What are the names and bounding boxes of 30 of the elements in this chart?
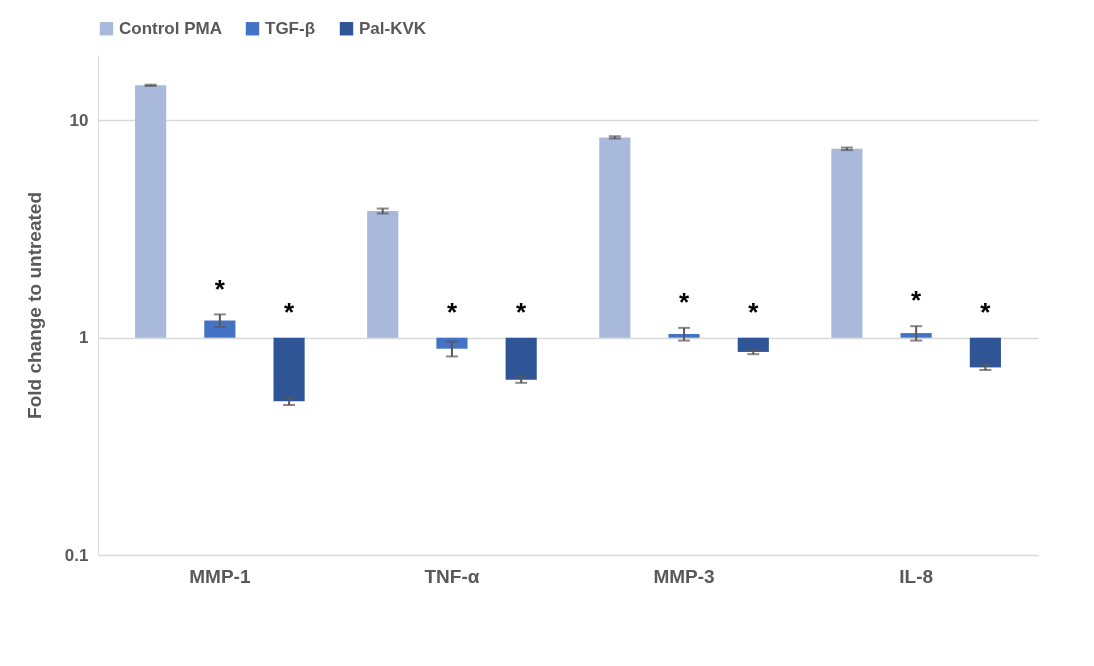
x-tick-label: IL-8 xyxy=(899,565,934,587)
y-tick-label: 1 xyxy=(79,328,89,348)
bar xyxy=(900,333,932,338)
y-tick-label: 0.1 xyxy=(64,545,89,565)
data-label: * xyxy=(516,296,528,327)
data-label: * xyxy=(284,296,296,327)
bar xyxy=(204,320,236,338)
bar xyxy=(505,337,537,380)
x-tick-label: MMP-3 xyxy=(653,565,715,587)
x-tick-label: MMP-1 xyxy=(189,565,251,587)
bar xyxy=(273,337,305,402)
data-label: * xyxy=(678,287,690,318)
bar xyxy=(737,337,769,352)
data-label: * xyxy=(214,273,226,304)
data-label: * xyxy=(446,296,458,327)
data-label: * xyxy=(748,296,760,327)
data-label: * xyxy=(980,296,992,327)
legend-label: TGF-β xyxy=(265,18,316,38)
y-axis-title: Fold change to untreated xyxy=(23,192,45,419)
bar xyxy=(969,337,1001,368)
y-tick-label: 10 xyxy=(69,110,89,130)
bar xyxy=(831,148,863,338)
legend-label: Pal-KVK xyxy=(359,18,427,38)
data-label: * xyxy=(911,285,923,316)
x-tick-label: TNF-α xyxy=(424,565,480,587)
bar xyxy=(599,137,631,338)
bar xyxy=(367,210,399,338)
bar xyxy=(668,334,700,338)
legend-label: Control PMA xyxy=(119,18,222,38)
bar xyxy=(135,85,167,338)
